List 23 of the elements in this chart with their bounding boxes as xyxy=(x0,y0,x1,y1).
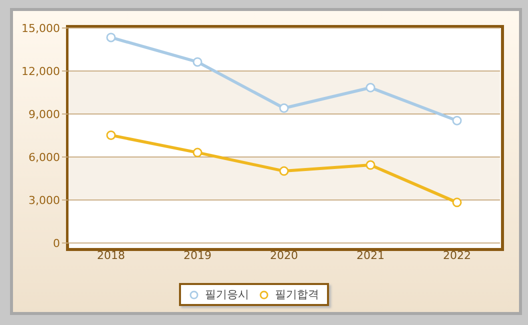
y-tick-label: 9,000 xyxy=(28,108,60,121)
point xyxy=(192,148,202,158)
point xyxy=(106,130,116,140)
point xyxy=(452,116,462,126)
y-tick-label: 15,000 xyxy=(22,22,60,35)
point xyxy=(452,198,462,208)
point xyxy=(279,103,289,113)
y-tick-label: 12,000 xyxy=(22,64,60,78)
y-tick-label: 0 xyxy=(53,236,60,250)
legend-label: 필기합격 xyxy=(275,287,319,302)
point xyxy=(192,57,202,67)
x-tick-label: 2019 xyxy=(184,248,212,262)
point xyxy=(279,166,289,176)
legend-label: 필기응시 xyxy=(205,287,249,302)
point xyxy=(366,160,376,170)
x-tick-label: 2018 xyxy=(97,248,125,262)
x-tick-label: 2020 xyxy=(270,248,298,262)
x-tick-label: 2022 xyxy=(443,248,471,262)
x-tick-label: 2021 xyxy=(356,248,384,262)
point xyxy=(106,32,116,42)
point xyxy=(366,82,376,92)
y-tick-label: 3,000 xyxy=(28,194,60,207)
y-tick-label: 6,000 xyxy=(28,150,60,164)
